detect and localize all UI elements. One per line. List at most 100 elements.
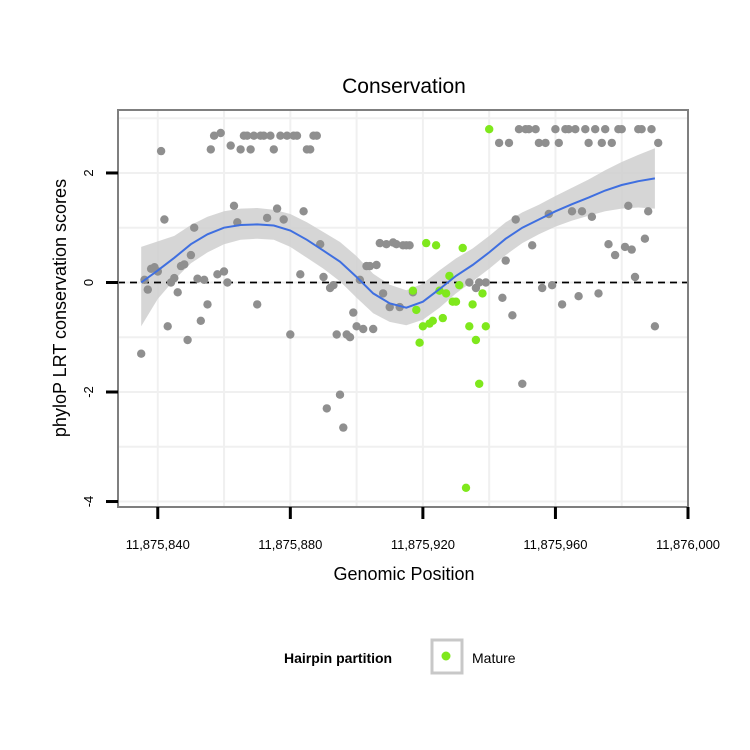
legend-key-box [430,638,464,675]
point-other [286,330,295,339]
point-other [193,274,202,283]
point-other [518,379,527,388]
point-other [272,204,282,213]
point-other [581,125,590,134]
point-other [329,281,338,290]
point-other [571,125,580,134]
point-other [163,322,172,331]
plot-panel [117,109,689,508]
point-other [186,250,196,260]
point-other [584,138,593,148]
point-other [465,278,474,287]
point-other [372,260,381,270]
point-other [551,125,560,134]
x-tick-label: 11,875,960 [523,537,587,552]
y-axis-title: phyloP LRT conservation scores [50,179,70,437]
point-other [160,215,169,224]
point-mature [481,322,490,331]
point-other [650,322,660,331]
point-other [276,131,285,140]
point-other [249,131,259,140]
point-other [156,146,166,156]
point-other [511,215,520,224]
point-other [547,281,557,290]
point-other [620,242,630,252]
point-other [594,289,603,298]
point-other [226,141,235,150]
point-other [243,131,252,140]
point-other [607,138,616,148]
point-other [637,125,646,134]
point-other [332,330,341,339]
point-other [531,125,540,134]
point-other [282,131,292,140]
point-mature [441,289,451,298]
point-other [382,240,391,249]
point-other [630,272,640,282]
point-other [610,250,620,260]
point-other [223,278,232,287]
y-tick-label: 2 [81,169,96,176]
point-other [292,131,302,140]
y-tick-label: -2 [81,386,96,398]
point-other [299,207,308,216]
point-other [219,267,229,276]
point-other [180,260,189,269]
x-tick-label: 11,875,840 [126,537,190,552]
point-other [216,128,225,138]
point-other [557,300,567,309]
point-other [209,131,219,140]
point-other [392,240,401,249]
point-other [339,423,348,432]
point-other [322,404,331,413]
point-other [597,138,606,148]
point-other [604,240,613,249]
point-other [296,270,305,279]
point-other [541,138,550,148]
point-mature [445,271,454,281]
point-other [617,125,626,134]
point-mature [471,335,481,345]
x-tick-label: 11,875,920 [391,537,455,552]
point-other [564,125,573,134]
point-other [183,335,192,345]
point-other [312,131,321,140]
point-other [229,201,239,210]
x-tick-label: 11,876,000 [656,537,720,552]
point-other [640,234,650,243]
point-other [352,322,361,331]
point-other [200,275,209,284]
point-other [574,292,583,301]
point-other [359,324,368,334]
point-mature [458,243,467,253]
y-axis: -4 -2 0 2 [81,169,118,507]
smooth-line [140,177,656,309]
point-other [498,293,507,302]
point-mature [412,305,421,315]
point-other [335,390,345,399]
x-tick-label: 11,875,880 [258,537,322,552]
point-other [601,125,610,134]
point-other [514,125,524,134]
point-other [236,145,245,154]
point-other [534,138,544,148]
legend-title: Hairpin partition [284,650,392,666]
point-other [587,212,597,221]
point-other [504,138,514,148]
point-other [259,131,268,140]
point-other [319,272,328,282]
point-other [190,223,199,232]
point-other [253,300,262,309]
point-mature [478,289,487,298]
point-mature [408,286,418,295]
point-other [213,270,222,279]
point-mature [475,379,484,388]
legend-key-mature-dot [441,651,451,661]
point-other [508,311,517,320]
point-mature [468,300,477,309]
point-mature [451,297,461,306]
point-other [269,145,278,154]
point-mature [431,241,441,250]
point-other [567,207,577,216]
point-mature [465,322,474,331]
